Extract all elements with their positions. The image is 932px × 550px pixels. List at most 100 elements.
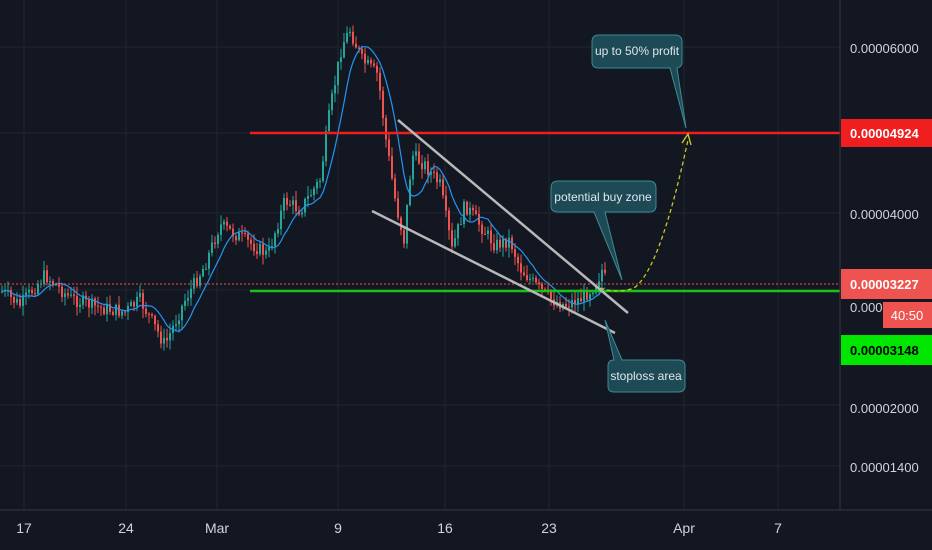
candle-body: [442, 179, 444, 196]
current-price-badge: 0.00003227: [841, 269, 932, 299]
candle-body: [508, 237, 510, 248]
candle-body: [124, 311, 126, 313]
candle-body: [589, 294, 591, 300]
grid: [0, 0, 840, 510]
candle-body: [196, 277, 198, 286]
candle-body: [46, 270, 48, 283]
candle-body: [145, 308, 147, 314]
candle-body: [349, 31, 351, 33]
projection-curve[interactable]: [599, 139, 689, 292]
candle-body: [352, 31, 354, 44]
candle-body: [535, 277, 537, 283]
candle-body: [493, 243, 495, 251]
candle-body: [433, 171, 435, 173]
wedge-upper-line[interactable]: [397, 119, 629, 314]
candle-body: [394, 178, 396, 199]
candle-body: [184, 300, 186, 306]
candle-body: [532, 277, 534, 279]
candle-body: [469, 207, 471, 215]
time-axis[interactable]: 17 24 Mar 9 16 23 Apr 7: [16, 520, 782, 536]
candle-body: [367, 59, 369, 64]
candle-body: [541, 283, 543, 289]
candle-body: [412, 155, 414, 180]
buy-zone-callout[interactable]: potential buy zone: [550, 180, 657, 281]
candle-body: [409, 179, 411, 206]
candle-body: [61, 286, 63, 298]
candle-body: [58, 284, 60, 287]
candle-body: [136, 296, 138, 307]
candle-body: [451, 230, 453, 247]
x-tick-label: Mar: [205, 520, 229, 536]
candle-body: [235, 236, 237, 241]
candle-body: [388, 139, 390, 157]
candle-body: [274, 233, 276, 247]
wedge-lower-line[interactable]: [371, 209, 616, 335]
candle-body: [283, 197, 285, 211]
candle-body: [130, 302, 132, 306]
moving-average-line: [1, 46, 606, 332]
candle-body: [373, 63, 375, 66]
candle-body: [322, 161, 324, 181]
candle-body: [223, 221, 225, 225]
candle-body: [97, 305, 99, 307]
candle-body: [34, 293, 36, 295]
candle-body: [91, 298, 93, 308]
candle-body: [550, 290, 552, 300]
candle-body: [100, 306, 102, 308]
candle-body: [10, 290, 12, 298]
candle-body: [361, 48, 363, 54]
profit-callout-text: up to 50% profit: [595, 44, 680, 58]
candle-body: [55, 284, 57, 286]
candle-body: [472, 207, 474, 211]
candle-body: [238, 232, 240, 241]
candle-body: [475, 210, 477, 214]
candle-body: [436, 172, 438, 183]
candle-body: [382, 90, 384, 119]
support-price-badge: 0.00003148: [841, 335, 932, 365]
candle-body: [226, 221, 228, 226]
stoploss-callout[interactable]: stoploss area: [604, 319, 686, 393]
candle-body: [190, 288, 192, 299]
candle-body: [133, 302, 135, 307]
price-axis[interactable]: 0.00006000 0.00004000 0.00002000 0.00001…: [850, 41, 919, 475]
candle-body: [199, 276, 201, 286]
candle-body: [25, 292, 27, 296]
y-tick-label: 0.00002000: [850, 401, 919, 416]
candle-body: [448, 210, 450, 231]
candle-body: [325, 131, 327, 162]
profit-callout[interactable]: up to 50% profit: [591, 34, 687, 129]
candle-body: [82, 295, 84, 305]
candle-body: [169, 333, 171, 341]
candle-body: [211, 242, 213, 253]
candle-body: [175, 324, 177, 326]
candle-body: [334, 85, 336, 94]
candle-body: [103, 307, 105, 315]
x-tick-label: 23: [541, 520, 557, 536]
x-tick-label: 17: [16, 520, 32, 536]
candle-body: [28, 289, 30, 293]
candle-body: [319, 180, 321, 182]
candle-body: [466, 201, 468, 215]
candle-body: [310, 195, 312, 197]
resistance-price-badge: 0.00004924: [841, 119, 932, 147]
candle-body: [337, 62, 339, 86]
candle-body: [523, 272, 525, 276]
candle-body: [484, 233, 486, 235]
candle-body: [16, 299, 18, 303]
candle-body: [49, 281, 51, 283]
candle-body: [490, 230, 492, 244]
candle-body: [520, 263, 522, 273]
candle-body: [604, 269, 606, 274]
candle-body: [301, 212, 303, 215]
candle-body: [247, 233, 249, 240]
candle-body: [13, 297, 15, 303]
candle-body: [460, 224, 462, 226]
candle-body: [538, 282, 540, 284]
candle-body: [280, 210, 282, 230]
candle-body: [427, 161, 429, 175]
candle-body: [364, 53, 366, 64]
candle-body: [121, 311, 123, 316]
candle-body: [208, 252, 210, 269]
candle-body: [112, 311, 114, 315]
